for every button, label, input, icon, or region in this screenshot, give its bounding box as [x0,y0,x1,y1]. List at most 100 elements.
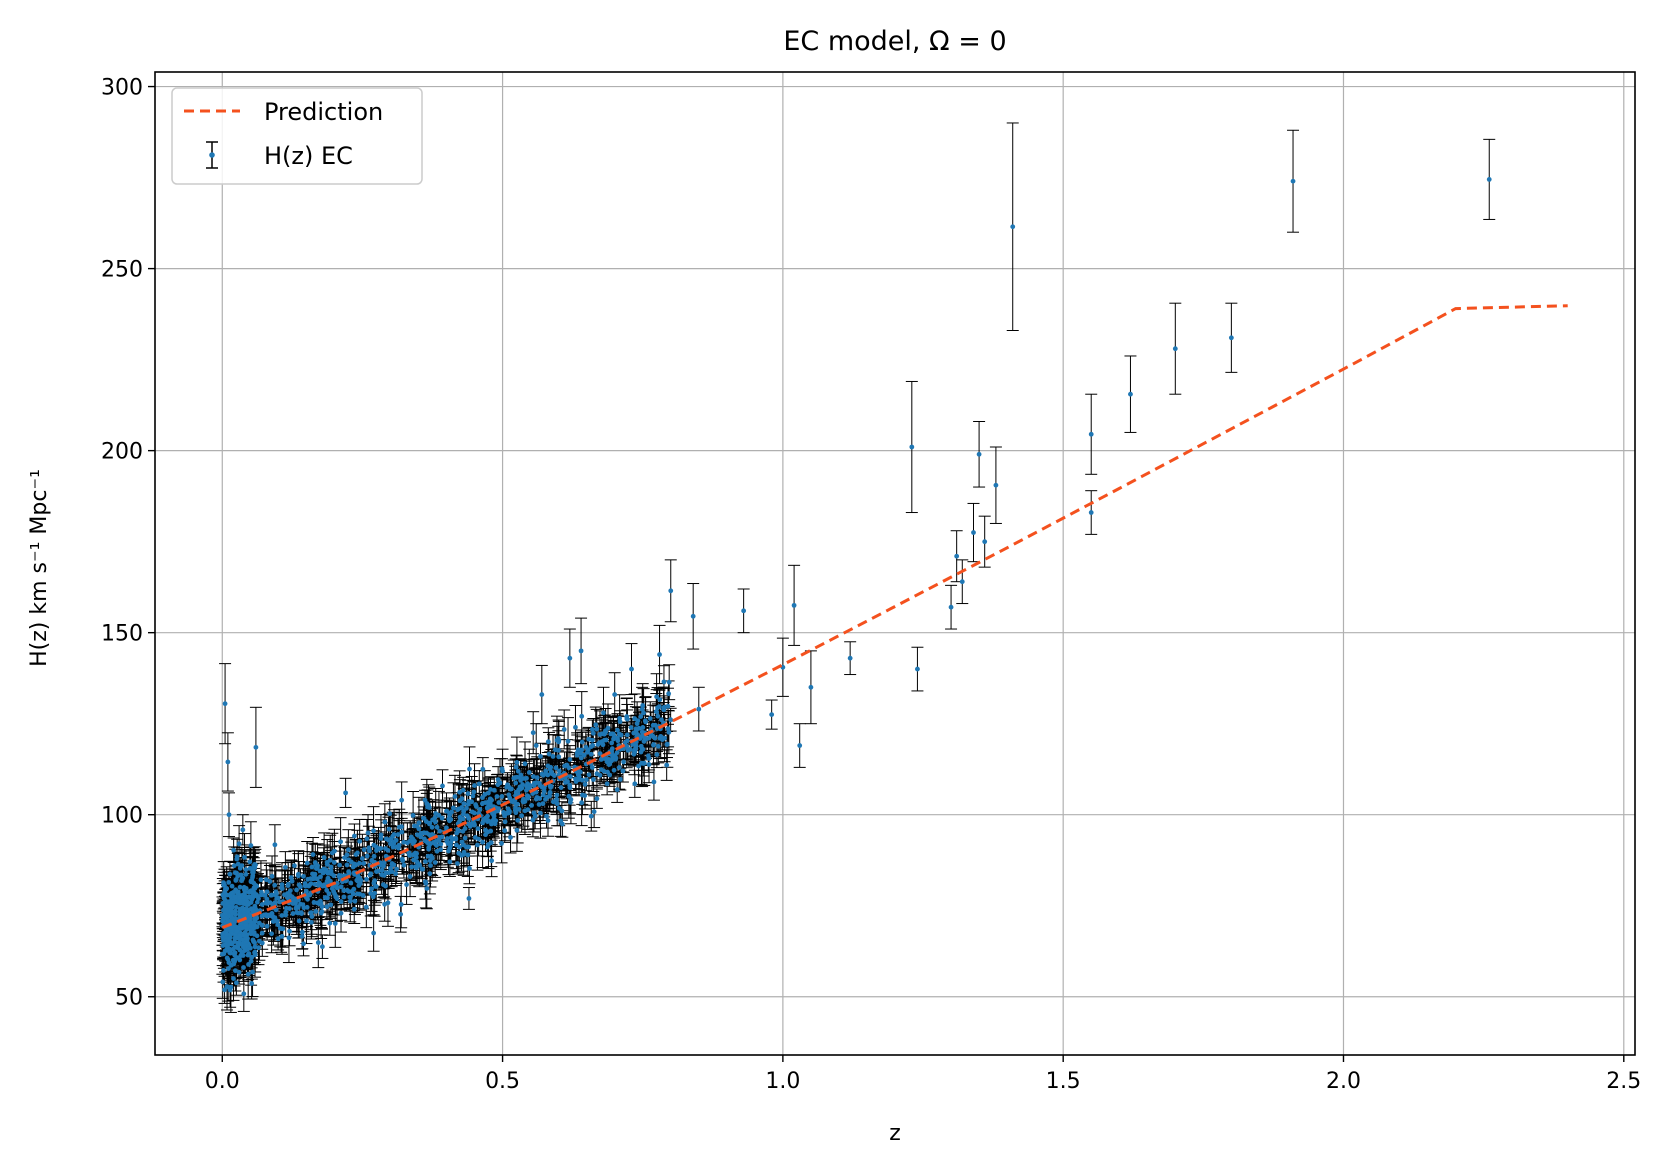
data-point [530,730,536,736]
data-point [313,909,319,914]
data-point [395,832,401,837]
data-point [414,832,420,838]
data-point [344,862,350,868]
data-point [515,768,521,774]
data-point [628,725,634,730]
data-point [368,890,374,896]
data-point [476,781,482,787]
data-point [582,793,588,798]
data-point [393,871,399,877]
data-point [398,902,404,907]
data-point [588,813,594,819]
data-point [371,853,377,859]
data-point [624,743,630,749]
data-point [538,753,543,759]
data-point [545,818,551,824]
data-point [250,969,255,975]
data-point [295,871,301,877]
data-point [473,804,479,809]
data-point [328,868,334,874]
data-point [364,876,369,882]
data-point [640,725,646,730]
data-point [248,843,254,848]
data-point [259,923,265,928]
data-point [617,777,623,782]
data-point [404,882,409,887]
data-point [263,877,269,883]
data-point [536,802,542,807]
data-point [327,920,333,926]
data-point [538,810,543,816]
data-point [338,899,344,904]
data-point [378,835,384,841]
data-point [614,787,620,793]
data-point [534,775,540,781]
data-point [312,881,318,887]
data-point [407,874,413,879]
data-point [652,722,658,728]
data-point [438,841,444,847]
data-point [632,781,638,787]
data-point [558,785,564,790]
data-point [496,800,502,805]
data-point [275,922,281,928]
data-point [524,775,529,781]
data-point [622,740,628,745]
data-point [357,838,363,844]
data-point [589,727,595,732]
data-point [378,845,384,851]
data-point [457,798,463,804]
data-point [457,789,463,795]
data-point [530,817,536,823]
data-point [267,878,273,884]
data-point [299,933,305,939]
data-point [475,842,480,848]
data-point [590,777,596,782]
data-point [559,821,565,827]
data-point [446,848,451,854]
data-point [554,796,559,802]
data-point [556,754,562,760]
data-point [233,904,239,910]
data-point [638,714,644,719]
data-point [514,759,520,765]
data-point [590,730,596,736]
data-point [237,957,243,963]
data-point [347,898,353,904]
data-point [309,864,315,870]
data-point [556,747,561,753]
data-point [518,772,524,778]
data-point [568,774,573,779]
data-point [460,787,466,793]
data-point [319,909,325,914]
data-point [550,799,556,805]
data-point [272,882,278,888]
data-point [282,864,288,870]
data-point [666,691,672,697]
data-point [401,839,407,845]
data-point [499,841,504,846]
data-point [237,884,243,890]
data-point [515,817,521,823]
data-point [465,852,471,858]
data-point [256,938,262,944]
data-point [338,839,344,845]
data-point [452,794,458,799]
data-point [275,895,281,901]
data-point [465,791,471,796]
data-point [352,833,357,839]
data-point [269,931,275,937]
data-point [328,864,334,870]
data-point [664,762,670,768]
data-point [279,934,285,939]
data-point [529,802,535,808]
data-point [513,764,519,770]
data-point [545,739,551,745]
data-point [514,827,520,833]
data-point [553,765,559,771]
data-point [232,939,237,944]
data-point [451,805,456,811]
data-point [579,800,585,806]
